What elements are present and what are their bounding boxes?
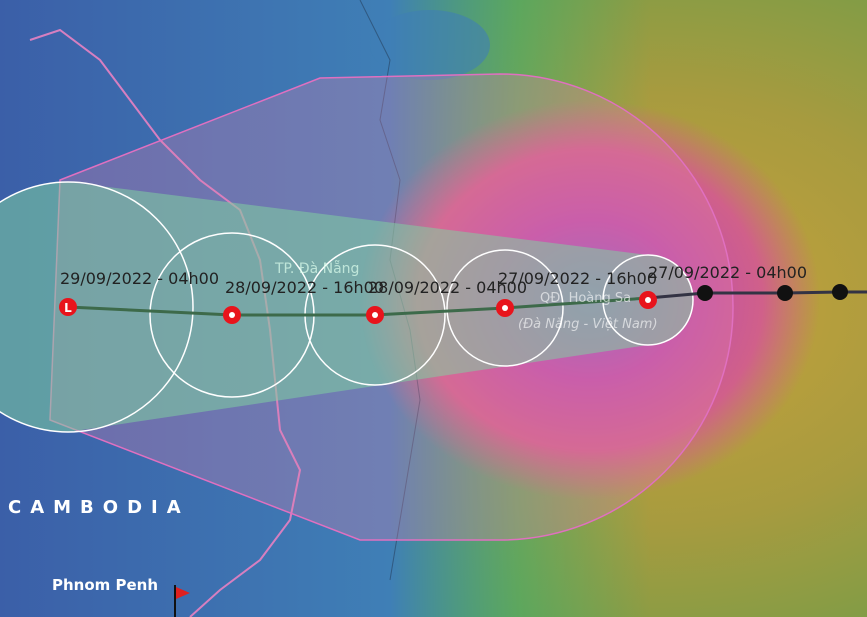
time-label: 27/09/2022 - 04h00	[648, 263, 807, 282]
low-symbol: L	[64, 301, 72, 315]
country-label: CAMBODIA	[8, 497, 190, 518]
uncertainty-circle	[446, 249, 564, 367]
storm-eye	[645, 297, 651, 303]
islands-note: (Đà Nẵng - Việt Nam)	[518, 317, 658, 332]
storm-eye	[229, 312, 235, 318]
forecast-cone	[0, 182, 693, 432]
flag	[176, 587, 190, 599]
cell	[370, 10, 490, 80]
storm-eye	[372, 312, 378, 318]
storm-eye	[502, 305, 508, 311]
past-point	[777, 285, 793, 301]
time-label: 28/09/2022 - 16h00	[225, 278, 384, 297]
past-point	[832, 284, 848, 300]
time-label: 27/09/2022 - 16h00	[498, 269, 657, 288]
uncertainty-circle	[0, 181, 194, 433]
time-label: 28/09/2022 - 04h00	[368, 278, 527, 297]
time-label: 29/09/2022 - 04h00	[60, 269, 219, 288]
islands-label: QĐ. Hoàng Sa	[540, 291, 631, 306]
past-point	[697, 285, 713, 301]
city-label: Phnom Penh	[52, 576, 158, 594]
city-label: TP. Đà Nẵng	[274, 260, 359, 277]
storm-marker	[59, 298, 77, 316]
